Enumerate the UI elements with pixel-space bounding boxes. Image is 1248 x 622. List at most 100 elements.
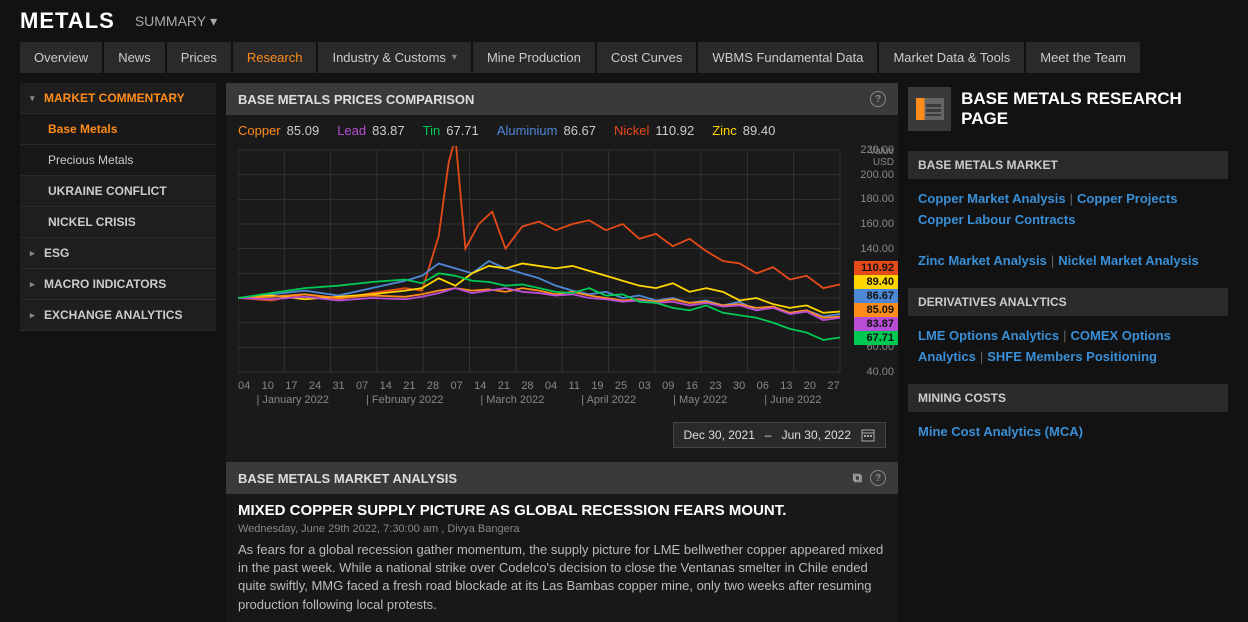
calendar-icon bbox=[861, 428, 875, 442]
link-copper-projects[interactable]: Copper Projects bbox=[1077, 191, 1177, 206]
legend-value: 85.09 bbox=[287, 123, 320, 138]
legend-value: 110.92 bbox=[655, 123, 694, 138]
x-tick-day: 24 bbox=[309, 380, 321, 392]
x-tick-day: 04 bbox=[238, 380, 250, 392]
summary-label: SUMMARY bbox=[135, 13, 206, 29]
x-tick-month: | April 2022 bbox=[581, 394, 636, 406]
sidebar-item-market-commentary[interactable]: ▾MARKET COMMENTARY bbox=[20, 83, 216, 114]
chart-title: BASE METALS PRICES COMPARISON bbox=[238, 92, 474, 107]
x-tick-day: 21 bbox=[403, 380, 415, 392]
link-separator: | bbox=[1063, 328, 1066, 343]
x-tick-day: 06 bbox=[757, 380, 769, 392]
right-panel-title: BASE METALS RESEARCH PAGE bbox=[961, 89, 1228, 129]
x-tick-day: 17 bbox=[285, 380, 297, 392]
chevron-icon: ▸ bbox=[30, 248, 38, 259]
link-shfe-members-positioning[interactable]: SHFE Members Positioning bbox=[987, 349, 1157, 364]
legend-name: Tin bbox=[423, 123, 441, 138]
x-tick-month: | May 2022 bbox=[673, 394, 727, 406]
link-copper-market-analysis[interactable]: Copper Market Analysis bbox=[918, 191, 1066, 206]
sidebar-item-label: EXCHANGE ANALYTICS bbox=[44, 308, 182, 322]
sidebar-item-label: Base Metals bbox=[48, 122, 117, 136]
date-range-picker[interactable]: Dec 30, 2021 – Jun 30, 2022 bbox=[673, 422, 886, 448]
link-nickel-market-analysis[interactable]: Nickel Market Analysis bbox=[1058, 253, 1198, 268]
date-sep: – bbox=[765, 428, 772, 442]
chevron-icon: ▸ bbox=[30, 279, 38, 290]
sidebar-item-nickel-crisis[interactable]: NICKEL CRISIS bbox=[20, 207, 216, 238]
chevron-icon: ▾ bbox=[30, 93, 38, 104]
tab-market-data-tools[interactable]: Market Data & Tools bbox=[879, 42, 1024, 73]
sidebar-item-label: NICKEL CRISIS bbox=[48, 215, 136, 229]
sidebar-item-macro-indicators[interactable]: ▸MACRO INDICATORS bbox=[20, 269, 216, 300]
sidebar-item-exchange-analytics[interactable]: ▸ EXCHANGE ANALYTICS bbox=[20, 300, 216, 331]
x-tick-day: 20 bbox=[804, 380, 816, 392]
x-tick-day: 31 bbox=[332, 380, 344, 392]
section-header: DERIVATIVES ANALYTICS bbox=[908, 288, 1228, 316]
link-zinc-market-analysis[interactable]: Zinc Market Analysis bbox=[918, 253, 1047, 268]
x-tick-day: 13 bbox=[780, 380, 792, 392]
sidebar-item-ukraine-conflict[interactable]: UKRAINE CONFLICT bbox=[20, 176, 216, 207]
section-header: MINING COSTS bbox=[908, 384, 1228, 412]
x-tick-month: | March 2022 bbox=[480, 394, 544, 406]
legend-name: Lead bbox=[337, 123, 366, 138]
x-tick-day: 23 bbox=[709, 380, 721, 392]
link-separator: | bbox=[1070, 191, 1073, 206]
x-tick-month: | January 2022 bbox=[256, 394, 329, 406]
tab-wbms-fundamental-data[interactable]: WBMS Fundamental Data bbox=[698, 42, 877, 73]
tab-research[interactable]: Research bbox=[233, 42, 317, 73]
price-badge: 85.09 bbox=[854, 303, 898, 317]
x-tick-day: 16 bbox=[686, 380, 698, 392]
x-tick-day: 30 bbox=[733, 380, 745, 392]
x-tick-day: 09 bbox=[662, 380, 674, 392]
analysis-header: BASE METALS MARKET ANALYSIS bbox=[238, 471, 457, 486]
sidebar-item-base-metals[interactable]: Base Metals bbox=[20, 114, 216, 145]
link-mine-cost-analytics-mca-[interactable]: Mine Cost Analytics (MCA) bbox=[918, 424, 1083, 439]
info-icon[interactable]: ? bbox=[870, 91, 886, 107]
summary-dropdown[interactable]: SUMMARY ▾ bbox=[135, 13, 217, 30]
link-lme-options-analytics[interactable]: LME Options Analytics bbox=[918, 328, 1059, 343]
legend-value: 83.87 bbox=[372, 123, 405, 138]
x-tick-day: 19 bbox=[591, 380, 603, 392]
article-title: MIXED COPPER SUPPLY PICTURE AS GLOBAL RE… bbox=[238, 502, 886, 519]
tab-cost-curves[interactable]: Cost Curves bbox=[597, 42, 697, 73]
sidebar-item-label: Precious Metals bbox=[48, 153, 133, 167]
y-tick: 200.00 bbox=[860, 169, 894, 181]
x-tick-day: 04 bbox=[545, 380, 557, 392]
x-tick-day: 07 bbox=[356, 380, 368, 392]
info-icon[interactable]: ? bbox=[870, 470, 886, 486]
legend-lead[interactable]: Lead 83.87 bbox=[337, 123, 404, 138]
link-copper-labour-contracts[interactable]: Copper Labour Contracts bbox=[918, 212, 1075, 227]
tab-news[interactable]: News bbox=[104, 42, 165, 73]
tab-industry-customs[interactable]: Industry & Customs bbox=[318, 42, 470, 73]
y-tick: 160.00 bbox=[860, 218, 894, 230]
page-icon bbox=[908, 87, 951, 131]
legend-copper[interactable]: Copper85.09 bbox=[238, 123, 319, 138]
x-tick-day: 14 bbox=[474, 380, 486, 392]
price-badge: 86.67 bbox=[854, 289, 898, 303]
legend-name: Zinc bbox=[712, 123, 737, 138]
sidebar-item-esg[interactable]: ▸ ESG bbox=[20, 238, 216, 269]
tab-overview[interactable]: Overview bbox=[20, 42, 102, 73]
legend-value: 67.71 bbox=[446, 123, 479, 138]
legend-zinc[interactable]: Zinc 89.40 bbox=[712, 123, 775, 138]
chevron-down-icon: ▾ bbox=[210, 13, 217, 30]
section-header: BASE METALS MARKET bbox=[908, 151, 1228, 179]
sidebar-item-label: ESG bbox=[44, 246, 69, 260]
x-tick-day: 07 bbox=[450, 380, 462, 392]
legend-aluminium[interactable]: Aluminium86.67 bbox=[497, 123, 596, 138]
tab-meet-the-team[interactable]: Meet the Team bbox=[1026, 42, 1140, 73]
tab-prices[interactable]: Prices bbox=[167, 42, 231, 73]
y-tick: 220.00 bbox=[860, 144, 894, 156]
legend-tin[interactable]: Tin 67.71 bbox=[423, 123, 479, 138]
date-from: Dec 30, 2021 bbox=[684, 428, 755, 442]
tab-mine-production[interactable]: Mine Production bbox=[473, 42, 595, 73]
price-chart bbox=[238, 146, 888, 376]
legend-value: 89.40 bbox=[743, 123, 776, 138]
link-separator: | bbox=[1051, 253, 1054, 268]
sidebar-item-precious-metals[interactable]: Precious Metals bbox=[20, 145, 216, 176]
link-separator: | bbox=[980, 349, 983, 364]
article-meta: Wednesday, June 29th 2022, 7:30:00 am , … bbox=[238, 523, 886, 535]
legend-nickel[interactable]: Nickel110.92 bbox=[614, 123, 694, 138]
price-badge: 89.40 bbox=[854, 275, 898, 289]
popout-icon[interactable]: ⧉ bbox=[853, 470, 862, 486]
chevron-icon: ▸ bbox=[30, 310, 38, 321]
